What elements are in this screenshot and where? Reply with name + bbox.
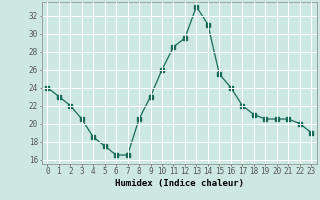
X-axis label: Humidex (Indice chaleur): Humidex (Indice chaleur) — [115, 179, 244, 188]
